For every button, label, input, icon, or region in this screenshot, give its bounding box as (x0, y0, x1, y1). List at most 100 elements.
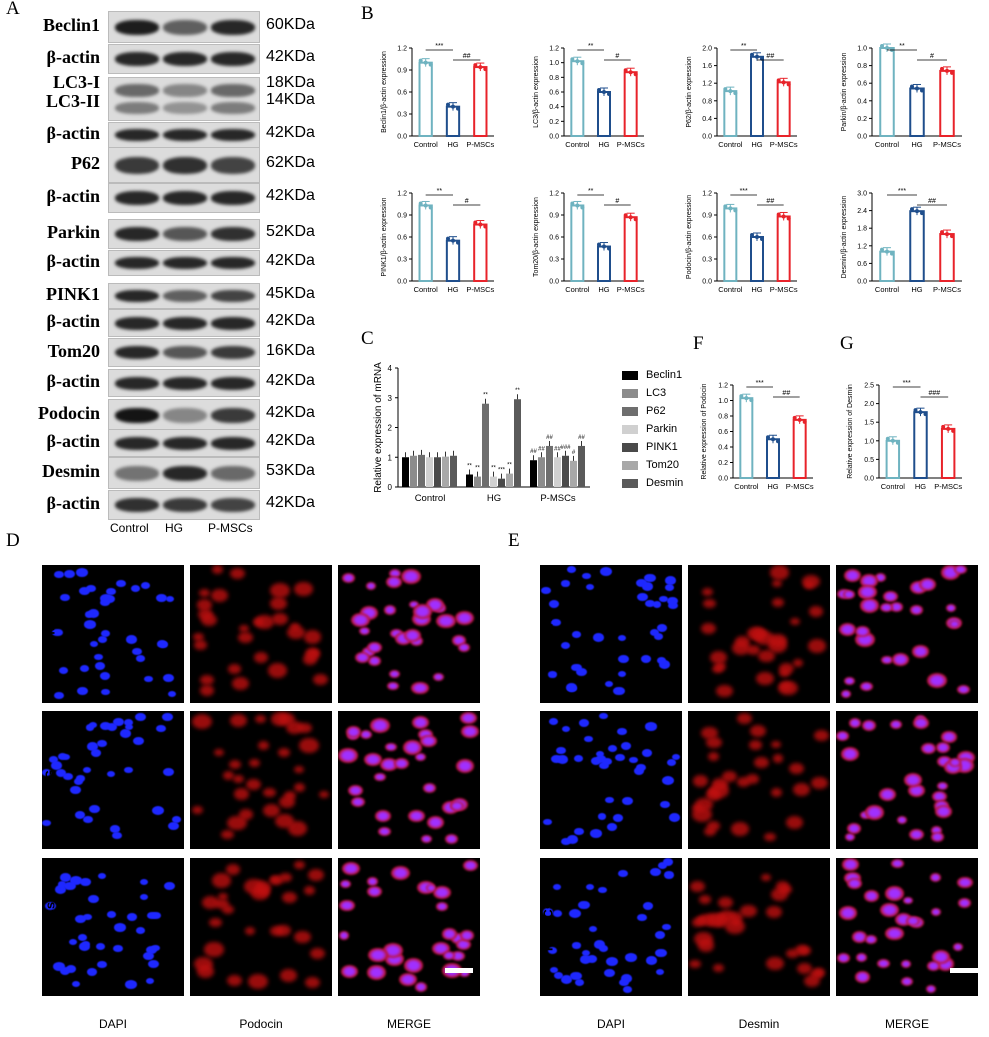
blot-strip (108, 457, 260, 489)
data-point (633, 217, 638, 222)
cell (621, 974, 633, 983)
cell (698, 895, 711, 905)
cell (701, 726, 718, 740)
cell (211, 565, 223, 574)
y-tick-label: 0.0 (549, 134, 559, 141)
significance-marker: ## (766, 198, 774, 205)
cell (458, 643, 470, 652)
data-point (723, 204, 728, 209)
blot-band (211, 436, 255, 450)
cell (613, 814, 624, 822)
cell (542, 818, 552, 826)
cell (572, 631, 581, 638)
cell (58, 666, 69, 675)
micrograph-column-label: DAPI (596, 1017, 625, 1031)
blot-kda-label: 42KDa (266, 312, 315, 329)
panel-letter-g: G (840, 333, 854, 354)
cell (280, 969, 298, 982)
cell (123, 766, 133, 774)
cell (454, 610, 474, 625)
cell (146, 945, 158, 955)
y-tick-label: 0.0 (397, 279, 407, 286)
blot-strip (108, 429, 260, 457)
legend-item: P62 (622, 405, 666, 417)
cell (199, 685, 215, 697)
x-tick-label: Control (414, 140, 439, 149)
cell (59, 966, 71, 976)
bar (418, 61, 433, 138)
cell (880, 602, 894, 613)
cell (584, 735, 594, 743)
cell (881, 655, 893, 665)
cell (244, 927, 256, 935)
blot-kda-label: 62KDa (266, 154, 315, 171)
cell (139, 893, 149, 900)
cell (442, 950, 456, 961)
cell (408, 600, 419, 609)
cell (641, 582, 653, 591)
cell (211, 872, 232, 888)
cell (954, 565, 967, 575)
cell (931, 790, 948, 803)
blot-protein-label: β-actin (46, 311, 100, 331)
cell (636, 763, 646, 772)
micrograph-column-label: DAPI (98, 1017, 127, 1031)
cell (152, 805, 165, 815)
bar (578, 445, 585, 487)
cell (779, 662, 795, 674)
blot-strip (108, 309, 260, 337)
cell (75, 811, 86, 819)
cell (891, 653, 909, 666)
significance-marker: *** (898, 188, 906, 195)
data-point (623, 68, 628, 73)
legend-label: P62 (646, 405, 666, 417)
micrograph (338, 711, 480, 849)
cell (561, 580, 570, 587)
blot-band (115, 345, 159, 360)
micrograph (42, 711, 184, 849)
cell (605, 796, 614, 804)
cell (645, 956, 658, 965)
blot-kda-label: 42KDa (266, 124, 315, 141)
cell (594, 940, 606, 949)
legend-label: Beclin1 (646, 369, 683, 381)
cell (319, 790, 330, 799)
cell (75, 914, 86, 923)
cell (455, 759, 475, 774)
bar (506, 473, 513, 487)
blot-kda-label: 45KDa (266, 285, 315, 302)
data-point (946, 426, 951, 431)
legend-label: Tom20 (646, 459, 680, 471)
data-point (451, 104, 455, 109)
cell (90, 749, 102, 757)
micrograph (836, 858, 978, 996)
cell (622, 796, 634, 805)
cell (926, 960, 941, 971)
blot-band (163, 436, 207, 450)
x-tick-label: P-MSCs (466, 285, 494, 294)
bar (546, 445, 553, 487)
cell (877, 958, 891, 969)
cell (165, 595, 175, 603)
cell (621, 742, 632, 750)
cell (721, 770, 738, 783)
cell (131, 585, 141, 593)
data-point (607, 92, 611, 96)
data-point (945, 68, 949, 73)
bar (939, 69, 955, 138)
blot-band (163, 407, 207, 423)
mini-bar-chart: 0.0 0.3 0.6 0.9 1.2 Beclin1/β-actin expressio… (381, 43, 495, 149)
data-point (483, 67, 488, 72)
cell (755, 671, 774, 685)
cell (461, 724, 479, 739)
bar (418, 454, 425, 487)
cell (854, 625, 871, 638)
cell (229, 759, 242, 769)
micrograph-row-label: Control (540, 610, 556, 657)
legend-label: Parkin (646, 423, 678, 435)
data-point (483, 224, 488, 229)
cell (97, 739, 108, 748)
cell (84, 620, 97, 630)
cell (341, 572, 355, 583)
x-tick-label: P-MSCs (770, 140, 798, 149)
